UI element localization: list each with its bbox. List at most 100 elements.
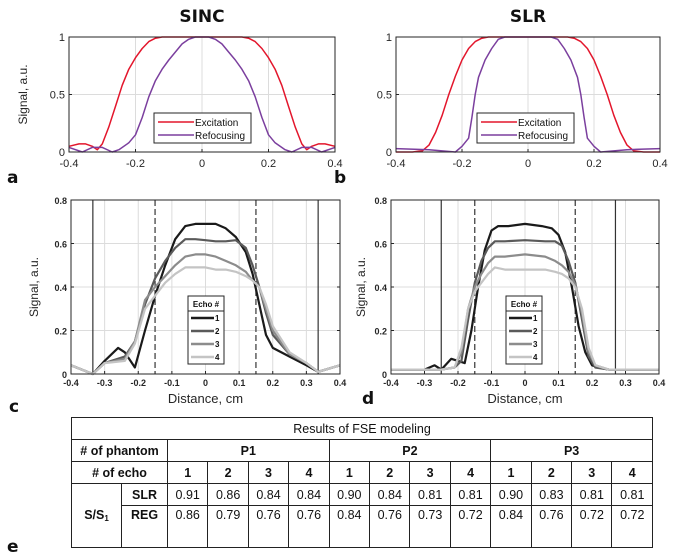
y-tick-label: 0.6	[374, 240, 387, 250]
table-cell: 0.84	[490, 505, 532, 548]
row-label-reg: REG	[121, 505, 168, 548]
y-axis-label: Signal, a.u.	[354, 257, 368, 317]
echo-number: 3	[571, 461, 613, 484]
table-cell: 0.79	[207, 505, 249, 548]
y-tick-label: 0	[62, 370, 67, 380]
echo-number: 4	[449, 461, 492, 484]
panel-label-c: c	[9, 397, 19, 417]
y-tick-label: 0.2	[54, 327, 67, 337]
legend-label: Refocusing	[195, 131, 245, 142]
echo-number: 1	[328, 461, 371, 484]
x-tick-label: -0.4	[63, 378, 79, 388]
legend-box	[476, 112, 575, 144]
legend-label: 4	[215, 353, 220, 362]
y-tick-label: 0.6	[54, 240, 67, 250]
y-tick-label: 0.5	[50, 90, 65, 102]
table-cell: 0.90	[490, 483, 532, 506]
x-tick-label: 0.4	[653, 378, 666, 388]
panel-label-d: d	[362, 389, 374, 409]
table-cell: 0.83	[530, 483, 573, 506]
echo-number: 4	[288, 461, 330, 484]
echo-number: 1	[166, 461, 209, 484]
x-tick-label: -0.4	[387, 158, 406, 170]
x-tick-label: -0.1	[484, 378, 500, 388]
x-tick-label: 0.4	[334, 378, 347, 388]
x-tick-label: -0.2	[450, 378, 466, 388]
legend-title: Echo #	[193, 300, 220, 309]
table-row: REG 0.86 0.79 0.76 0.76 0.84 0.76 0.73 0.72 0.84…	[72, 505, 653, 548]
panel-label-a: a	[7, 168, 18, 188]
table-cell: 0.84	[328, 505, 371, 548]
phantom-p3: P3	[490, 439, 653, 462]
x-tick-label: 0.3	[619, 378, 632, 388]
series-line-4	[70, 266, 341, 376]
x-tick-label: 0.2	[266, 378, 279, 388]
table-cell: 0.84	[247, 483, 290, 506]
x-tick-label: 0.4	[652, 158, 667, 170]
table-title: Results of FSE modeling	[71, 417, 653, 440]
y-tick-label: 0.8	[54, 196, 67, 206]
ratio-label-sub: 1	[104, 514, 109, 523]
legend-label: Excitation	[195, 118, 238, 129]
table-cell: 0.84	[369, 483, 411, 506]
series-line-2	[391, 239, 659, 371]
echo-number: 2	[369, 461, 411, 484]
table-cell: 0.84	[288, 483, 330, 506]
x-axis-label: Distance, cm	[487, 391, 562, 406]
x-tick-label: -0.1	[164, 378, 180, 388]
table-cell: 0.76	[288, 505, 330, 548]
x-tick-label: -0.2	[126, 158, 145, 170]
legend-label: 1	[215, 314, 220, 323]
row-label-slr: SLR	[121, 483, 168, 506]
table-cell: 0.90	[328, 483, 371, 506]
x-axis-label: Distance, cm	[168, 391, 243, 406]
legend-label: Excitation	[518, 118, 561, 129]
panel-label-e: e	[7, 537, 19, 556]
x-tick-label: 0.2	[586, 378, 599, 388]
x-tick-label: -0.3	[97, 378, 113, 388]
table-title-row: Results of FSE modeling	[71, 417, 653, 440]
chart-b: -0.4 -0.2 0 0.2 0.4 0 0.5 1 SLR Excitation Refocus…	[377, 7, 668, 170]
legend-label: 4	[533, 353, 538, 362]
x-tick-label: -0.4	[60, 158, 79, 170]
table-cell: 0.91	[166, 483, 209, 506]
x-tick-label: 0	[199, 158, 205, 170]
table-cell: 0.72	[611, 505, 653, 548]
table-cell: 0.76	[530, 505, 573, 548]
series-line-3	[70, 253, 341, 376]
x-tick-label: 0	[522, 378, 527, 388]
legend-box	[153, 112, 252, 144]
table-cell: 0.81	[409, 483, 451, 506]
x-tick-label: 0.4	[327, 158, 342, 170]
y-tick-label: 0	[59, 147, 65, 159]
echo-number: 3	[409, 461, 451, 484]
results-table: Results of FSE modeling # of phantom P1 …	[71, 417, 653, 548]
phantom-row: # of phantom P1 P2 P3	[71, 439, 653, 462]
table-cell: 0.76	[247, 505, 290, 548]
table-cell: 0.72	[571, 505, 613, 548]
y-axis-label: Signal, a.u.	[27, 257, 41, 317]
y-tick-label: 0.4	[374, 283, 387, 293]
legend-label: 3	[533, 340, 538, 349]
echo-number: 2	[207, 461, 249, 484]
chart-title: SINC	[179, 7, 224, 27]
table-cell: 0.81	[571, 483, 613, 506]
y-tick-label: 1	[386, 32, 392, 44]
table-cell: 0.72	[449, 505, 492, 548]
chart-d: -0.4 -0.3 -0.2 -0.1 0 0.1 0.2 0.3 0.4 0 0.2 0.4 0.6 0…	[354, 196, 665, 406]
y-tick-label: 0	[386, 147, 392, 159]
x-tick-label: 0.2	[261, 158, 276, 170]
echo-number: 4	[611, 461, 653, 484]
legend-label: 1	[533, 314, 538, 323]
x-tick-label: 0.1	[552, 378, 565, 388]
y-tick-label: 0.8	[374, 196, 387, 206]
table-cell: 0.81	[611, 483, 653, 506]
legend-title: Echo #	[511, 300, 538, 309]
x-tick-label: -0.4	[383, 378, 399, 388]
table-row: S/S1 SLR 0.91 0.86 0.84 0.84 0.90 0.84 0.81 0.8…	[71, 483, 653, 548]
y-tick-label: 0.5	[377, 90, 392, 102]
echo-header: # of echo	[71, 461, 168, 484]
series-line-1	[70, 222, 341, 376]
